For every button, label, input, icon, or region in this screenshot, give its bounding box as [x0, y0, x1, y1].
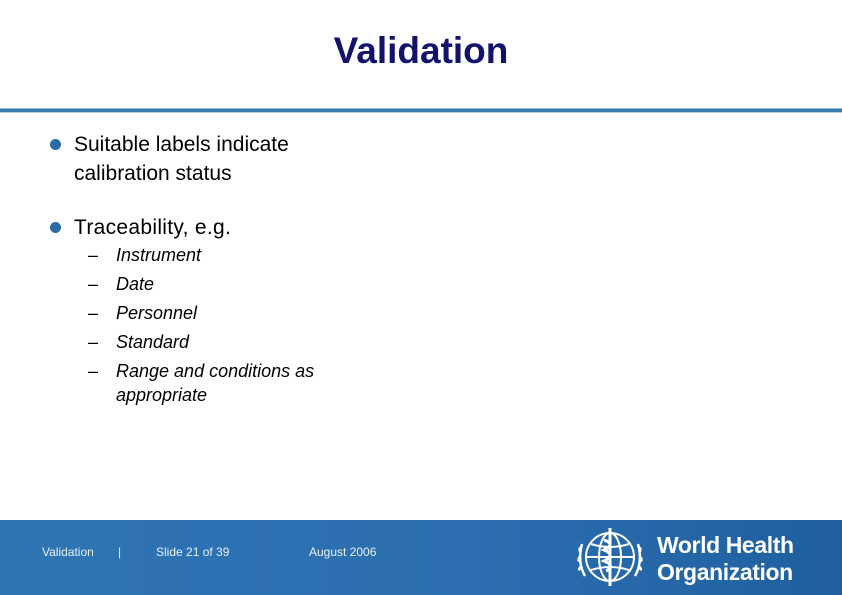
sub-bullet-text: Personnel: [116, 303, 198, 323]
bullet-dot-icon: [50, 222, 61, 233]
sub-bullet-item: – Personnel: [88, 301, 388, 325]
footer-separator: |: [118, 545, 122, 559]
sub-bullet-item: – Instrument: [88, 243, 388, 267]
dash-marker: –: [88, 245, 99, 265]
title-divider: [0, 108, 842, 113]
bullet-text: Suitable labels indicate calibration sta…: [74, 133, 289, 185]
footer-slide-number: Slide 21 of 39: [156, 545, 230, 559]
sub-bullet-list: – Instrument – Date – Personnel – Standa…: [88, 243, 388, 412]
footer-date: August 2006: [309, 545, 377, 559]
who-logo-line1: World Health: [657, 532, 794, 558]
dash-marker: –: [88, 361, 99, 381]
bullet-dot-icon: [50, 139, 61, 150]
sub-bullet-text: Range and conditions as appropriate: [116, 361, 315, 405]
bullet-item: Traceability, e.g.: [50, 213, 350, 242]
sub-bullet-item: – Date: [88, 272, 388, 296]
dash-marker: –: [88, 274, 99, 294]
sub-bullet-text: Instrument: [116, 245, 202, 265]
sub-bullet-item: – Range and conditions as appropriate: [88, 359, 388, 407]
dash-marker: –: [88, 332, 99, 352]
who-logo-line2: Organization: [657, 559, 793, 585]
who-logo-text: World Health Organization: [657, 532, 794, 586]
bullet-item: Suitable labels indicate calibration sta…: [50, 130, 350, 188]
sub-bullet-item: – Standard: [88, 330, 388, 354]
sub-bullet-text: Standard: [116, 332, 190, 352]
sub-bullet-text: Date: [116, 274, 155, 294]
dash-marker: –: [88, 303, 99, 323]
bullet-text: Traceability, e.g.: [74, 216, 232, 239]
slide-title: Validation: [333, 30, 509, 71]
footer-bar: Validation | Slide 21 of 39 August 2006: [0, 520, 842, 595]
footer-title: Validation: [42, 545, 94, 559]
who-emblem-icon: [577, 528, 643, 586]
